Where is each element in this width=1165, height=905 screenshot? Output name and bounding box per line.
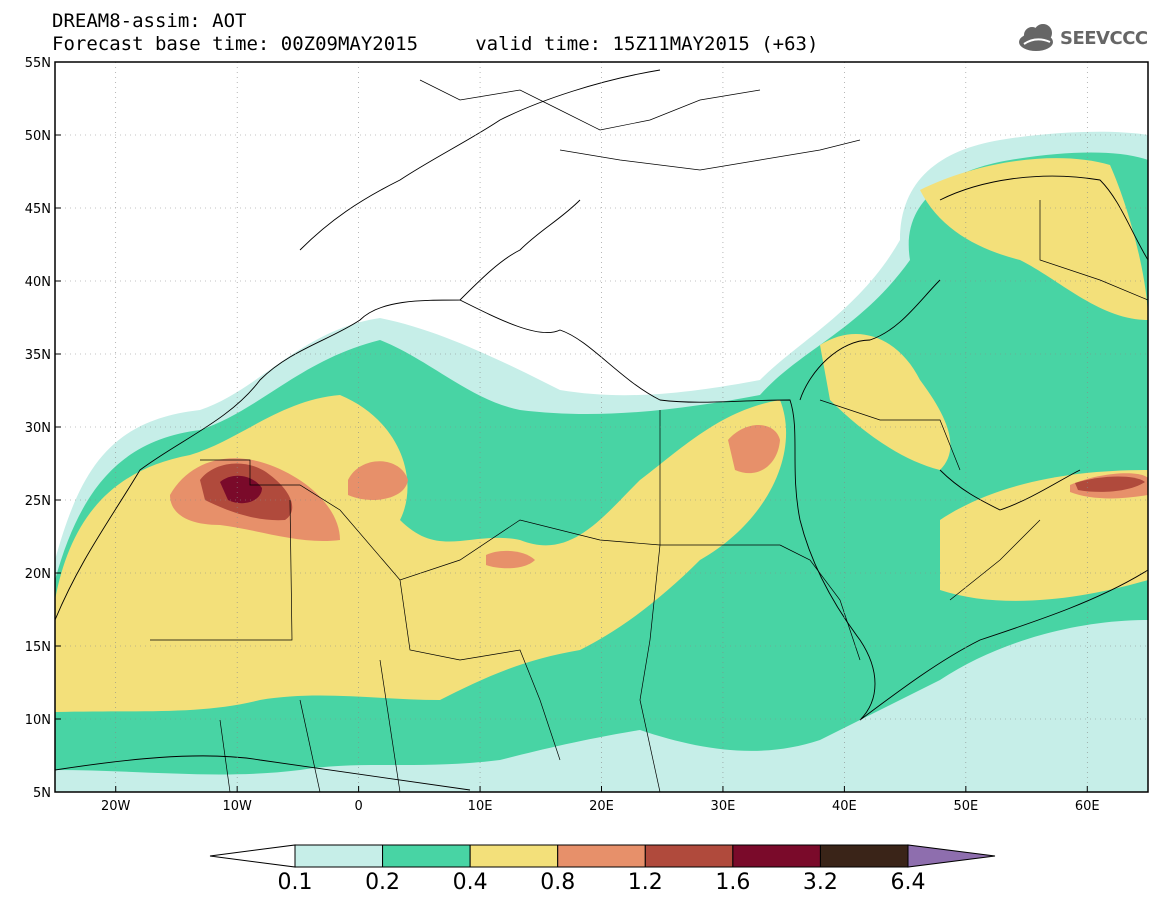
tick-marks (55, 61, 1088, 793)
colorbar-swatch (732, 844, 821, 868)
colorbar-swatch (557, 844, 646, 868)
lon-tick-label: 30E (711, 799, 736, 814)
colorbar-swatch (644, 844, 734, 868)
cloud-logo-icon (1019, 24, 1053, 51)
lat-tick-label: 35N (25, 348, 51, 363)
colorbar-label: 1.2 (627, 870, 663, 895)
lat-tick-label: 20N (25, 567, 51, 582)
lon-tick-label: 20W (101, 799, 131, 814)
logo-text: SEEVCCC (1060, 28, 1148, 49)
lat-tick-label: 25N (25, 494, 51, 509)
lat-tick-label: 30N (25, 421, 51, 436)
colorbar-lower-arrow (209, 844, 296, 868)
latitude-tick-labels: 55N 50N 45N 40N 35N 30N 25N 20N 15N 10N 5N (25, 56, 51, 801)
lon-tick-label: 40E (832, 799, 857, 814)
colorbar-swatch (469, 844, 559, 868)
lon-tick-label: 10E (468, 799, 493, 814)
lat-tick-label: 5N (33, 786, 51, 801)
colorbar-label: 6.4 (890, 870, 926, 895)
colorbar-label: 0.1 (277, 870, 313, 895)
aot-band-08c (728, 425, 780, 474)
aot-band-04c (940, 470, 1148, 601)
coastlines (55, 69, 1148, 791)
aot-band-04b (820, 333, 951, 470)
colorbar (209, 844, 996, 868)
aot-band-04d (920, 158, 1148, 320)
gridlines (55, 62, 1148, 792)
title-line-2: Forecast base time: 00Z09MAY2015 valid t… (52, 33, 819, 55)
lon-tick-label: 60E (1075, 799, 1100, 814)
aot-band-08e (486, 550, 535, 569)
colorbar-upper-arrow (907, 844, 996, 868)
lon-tick-label: 50E (953, 799, 978, 814)
colorbar-label: 0.4 (452, 870, 488, 895)
colorbar-label: 1.6 (715, 870, 751, 895)
aot-band-12b (1075, 476, 1145, 492)
aot-band-08b (348, 461, 408, 500)
lon-tick-label: 10W (222, 799, 252, 814)
title-line-1: DREAM8-assim: AOT (52, 10, 247, 32)
colorbar-label: 0.8 (540, 870, 576, 895)
lat-tick-label: 15N (25, 640, 51, 655)
colorbar-label: 0.2 (365, 870, 401, 895)
colorbar-swatch (382, 844, 471, 868)
lon-tick-label: 20E (589, 799, 614, 814)
lat-tick-label: 45N (25, 202, 51, 217)
aot-band-16 (220, 475, 262, 504)
colorbar-swatch (819, 844, 909, 868)
colorbar-swatch (294, 844, 384, 868)
lat-tick-label: 50N (25, 129, 51, 144)
lon-tick-label: 0 (354, 799, 362, 814)
colorbar-label: 3.2 (802, 870, 838, 895)
longitude-tick-labels: 20W 10W 0 10E 20E 30E 40E 50E 60E (101, 799, 1100, 814)
lat-tick-label: 10N (25, 713, 51, 728)
lat-tick-label: 55N (25, 56, 51, 71)
lat-tick-label: 40N (25, 275, 51, 290)
